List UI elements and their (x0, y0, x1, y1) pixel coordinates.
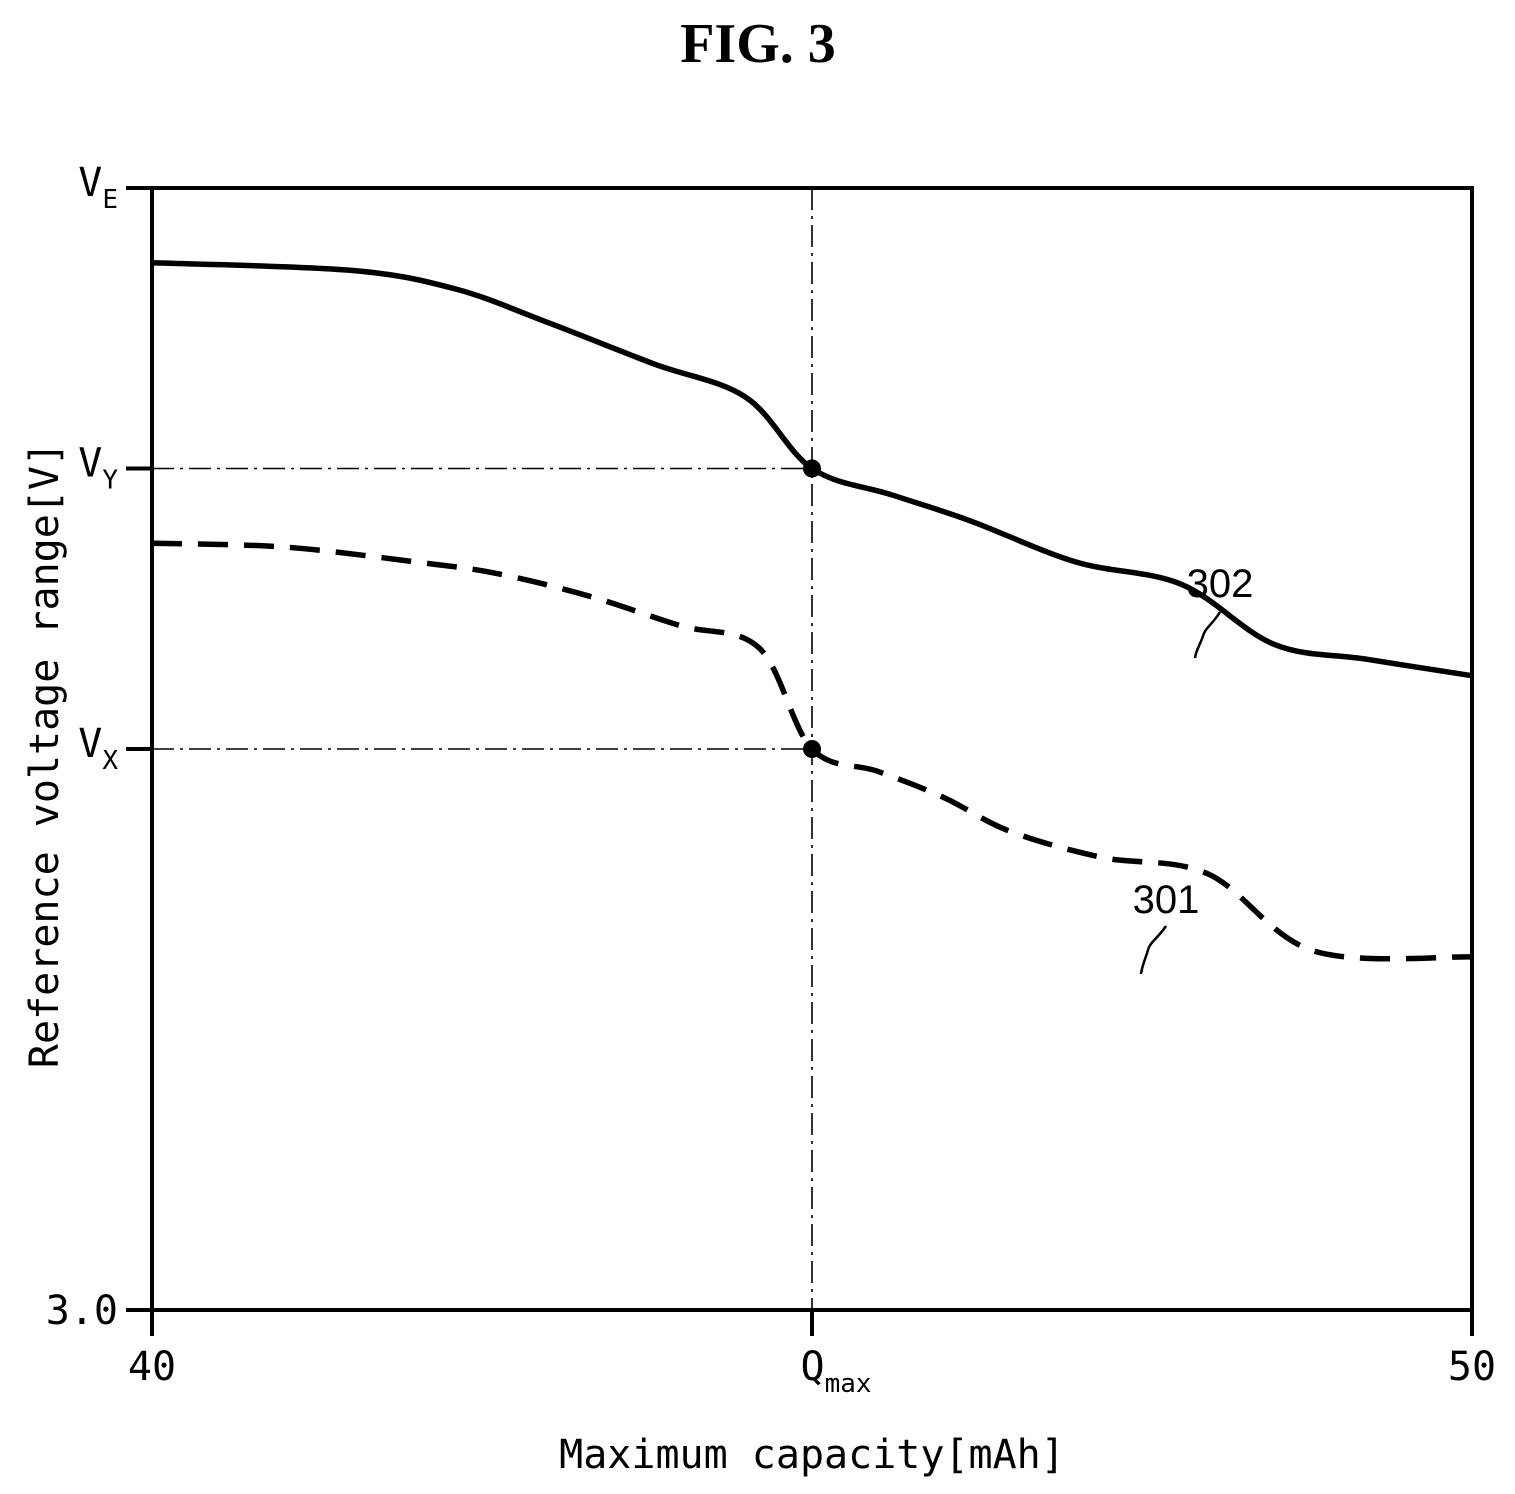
x-tick-label-1: Qmax (800, 1344, 871, 1399)
x-axis-label: Maximum capacity[mAh] (559, 1432, 1065, 1478)
leader-line-301 (1139, 925, 1168, 975)
series-ref-label-302: 302 (1187, 562, 1254, 606)
y-tick-label-3: VE (78, 160, 118, 215)
y-tick-label-2: VY (78, 441, 118, 496)
y-axis-label: Reference voltage range[V] (22, 442, 68, 1068)
x-axis-ticks: 40 Qmax 50 (128, 1310, 1496, 1399)
series-line-302 (151, 260, 1473, 679)
series-layer (151, 260, 1473, 962)
figure-title: FIG. 3 (680, 13, 836, 75)
intersection-point-1 (803, 740, 821, 758)
reference-labels: 302 301 (1133, 562, 1254, 975)
intersection-point-0 (803, 459, 821, 478)
y-axis-ticks: 3.0 VX VY VE (46, 160, 152, 1334)
series-ref-label-301: 301 (1133, 878, 1200, 922)
intersection-points (803, 459, 821, 758)
series-line-301 (151, 540, 1473, 962)
y-tick-label-1: VX (78, 721, 118, 776)
leader-line-302 (1193, 611, 1222, 659)
y-tick-label-0: 3.0 (46, 1288, 118, 1334)
guide-lines (152, 188, 813, 1310)
x-tick-label-2: 50 (1448, 1344, 1496, 1390)
x-tick-label-0: 40 (128, 1344, 176, 1390)
